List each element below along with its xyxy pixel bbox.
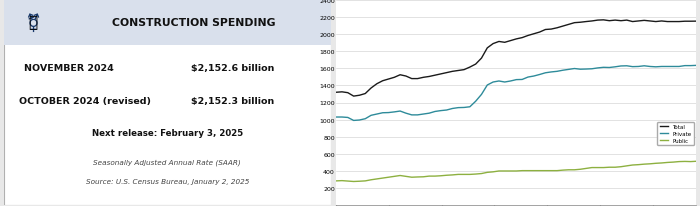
- Legend: Total, Private, Public: Total, Private, Public: [657, 122, 694, 145]
- Bar: [4, 1, 331, 46]
- Text: 🏗: 🏗: [29, 15, 38, 30]
- Text: Seasonally Adjusted Annual Rate (SAAR): Seasonally Adjusted Annual Rate (SAAR): [93, 159, 241, 165]
- Text: NOVEMBER 2024: NOVEMBER 2024: [24, 64, 114, 73]
- Text: Source: U.S. Census Bureau, January 2, 2025: Source: U.S. Census Bureau, January 2, 2…: [85, 179, 249, 185]
- Text: $2,152.6 billion: $2,152.6 billion: [191, 64, 274, 73]
- Text: Next release: February 3, 2025: Next release: February 3, 2025: [92, 128, 243, 137]
- Text: ⚧: ⚧: [25, 14, 41, 33]
- Text: CONSTRUCTION SPENDING: CONSTRUCTION SPENDING: [112, 18, 275, 27]
- Text: $2,152.3 billion: $2,152.3 billion: [191, 96, 274, 105]
- Text: OCTOBER 2024 (revised): OCTOBER 2024 (revised): [20, 96, 151, 105]
